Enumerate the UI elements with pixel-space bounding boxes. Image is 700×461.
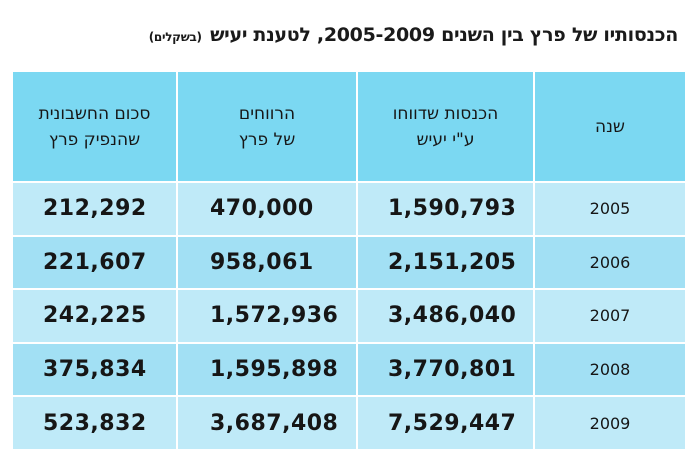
header-reported-income: הכנסות שדווחו ע"י יעיש: [358, 72, 535, 183]
cell-year: 2005: [535, 183, 685, 237]
cell-reported-income: 3,770,801: [358, 343, 535, 398]
cell-year: 2006: [535, 236, 685, 291]
cell-accounting: 221,607: [13, 236, 178, 291]
cell-reported-income: 7,529,447: [358, 397, 535, 451]
cell-accounting: 523,832: [13, 397, 178, 451]
cell-year: 2008: [535, 343, 685, 398]
header-reported-line2: ע"י יעיש: [416, 129, 475, 150]
cell-profits: 470,000: [178, 183, 358, 237]
cell-profits: 958,061: [178, 236, 358, 291]
header-year: שנה: [535, 72, 685, 183]
header-profits-line2: של פרץ: [238, 129, 296, 150]
title-text: הכנסותיו של פרץ בין השנים 2005-2009, לטע…: [210, 24, 678, 46]
cell-reported-income: 1,590,793: [358, 183, 535, 237]
cell-accounting: 375,834: [13, 343, 178, 398]
table-title: הכנסותיו של פרץ בין השנים 2005-2009, לטע…: [10, 24, 679, 46]
cell-accounting: 242,225: [13, 290, 178, 344]
cell-reported-income: 3,486,040: [358, 290, 535, 344]
header-profits-line1: הרווחים: [238, 103, 296, 124]
cell-profits: 1,595,898: [178, 343, 358, 398]
cell-accounting: 212,292: [13, 183, 178, 237]
title-unit: (בשקלים): [148, 30, 202, 44]
header-accounting-line1: סכום החשבונית: [38, 103, 151, 124]
header-reported-line1: הכנסות שדווחו: [392, 103, 499, 124]
cell-profits: 3,687,408: [178, 397, 358, 451]
cell-reported-income: 2,151,205: [358, 236, 535, 291]
cell-year: 2009: [535, 397, 685, 451]
header-accounting-line2: שהנפיק פרץ: [48, 129, 141, 150]
header-profits: הרווחים של פרץ: [178, 72, 358, 183]
cell-profits: 1,572,936: [178, 290, 358, 344]
header-accounting: סכום החשבונית שהנפיק פרץ: [13, 72, 178, 183]
cell-year: 2007: [535, 290, 685, 344]
header-year-label: שנה: [595, 116, 625, 137]
income-table: סכום החשבונית שהנפיק פרץ הרווחים של פרץ …: [13, 72, 685, 451]
